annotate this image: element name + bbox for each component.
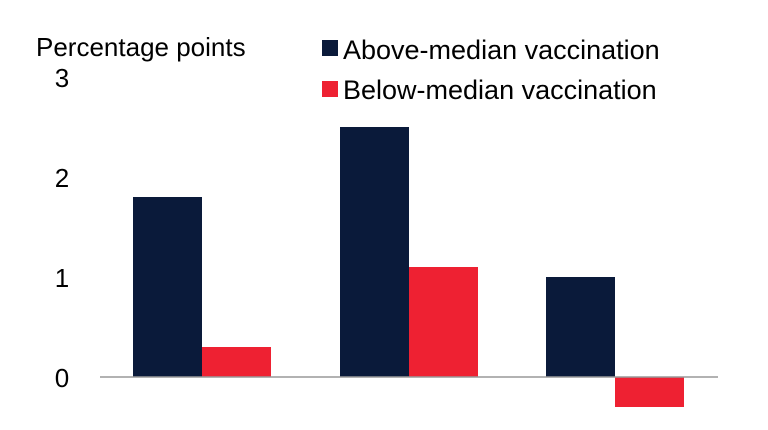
bar-below-median-3 <box>615 377 684 407</box>
y-tick-label-0: 0 <box>55 363 69 393</box>
y-tick-label-2: 2 <box>55 163 69 193</box>
y-tick-label-1: 1 <box>55 263 69 293</box>
bar-above-median-1 <box>133 197 202 377</box>
y-tick-label-3: 3 <box>55 63 69 93</box>
y-tick-labels: 0 1 2 3 <box>55 63 69 393</box>
legend-swatch-below-median <box>322 81 338 97</box>
legend-label-below-median: Below-median vaccination <box>343 75 657 105</box>
y-axis-label: Percentage points <box>36 32 246 62</box>
legend-label-above-median: Above-median vaccination <box>343 35 660 65</box>
bar-above-median-3 <box>546 277 615 377</box>
bar-below-median-2 <box>409 267 478 377</box>
legend: Above-median vaccination Below-median va… <box>322 35 660 105</box>
legend-swatch-above-median <box>322 40 338 56</box>
bar-below-median-1 <box>202 347 271 377</box>
bars-group <box>133 127 684 407</box>
bar-above-median-2 <box>340 127 409 377</box>
